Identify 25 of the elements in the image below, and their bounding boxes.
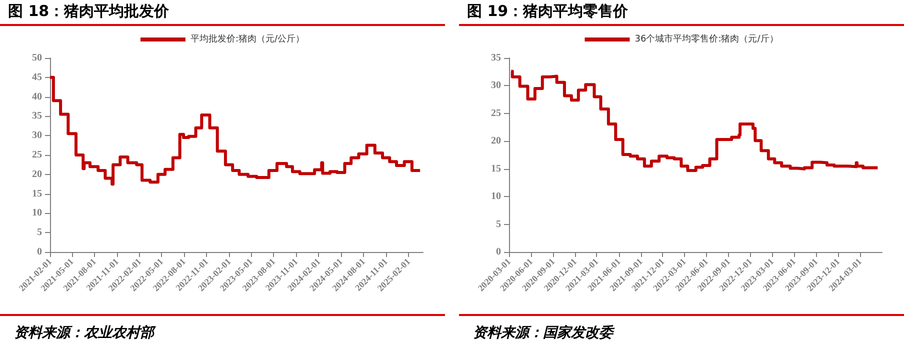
y-tick-label: 10	[32, 208, 42, 219]
y-tick-label: 5	[496, 218, 501, 230]
chart-title: 图 19：猪肉平均零售价	[459, 0, 904, 26]
y-tick-label: 15	[32, 188, 42, 200]
y-tick-label: 20	[32, 168, 42, 180]
text: 资料来源：国家发改委	[473, 325, 613, 341]
y-tick-label: 35	[491, 52, 501, 64]
y-tick-label: 25	[491, 108, 501, 119]
y-tick-label: 35	[32, 110, 42, 122]
chart-title: 图 18：猪肉平均批发价	[0, 0, 445, 26]
y-tick-label: 30	[491, 80, 501, 92]
legend-label: 36个城市平均零售价:猪肉（元/斤）	[634, 34, 778, 44]
y-tick-label: 45	[32, 72, 42, 83]
y-tick-label: 0	[496, 246, 501, 258]
y-tick-label: 40	[32, 91, 42, 102]
y-tick-label: 15	[491, 163, 501, 174]
text: 资料来源：农业农村部	[14, 325, 154, 341]
y-tick-label: 25	[32, 150, 42, 160]
y-tick-label: 10	[491, 191, 501, 202]
y-tick-label: 50	[32, 52, 42, 64]
y-tick-label: 0	[37, 246, 42, 258]
legend-label: 平均批发价:猪肉（元/公斤）	[190, 34, 305, 44]
y-tick-label: 20	[491, 136, 501, 147]
y-tick-label: 5	[37, 227, 42, 238]
y-tick-label: 30	[32, 130, 42, 142]
